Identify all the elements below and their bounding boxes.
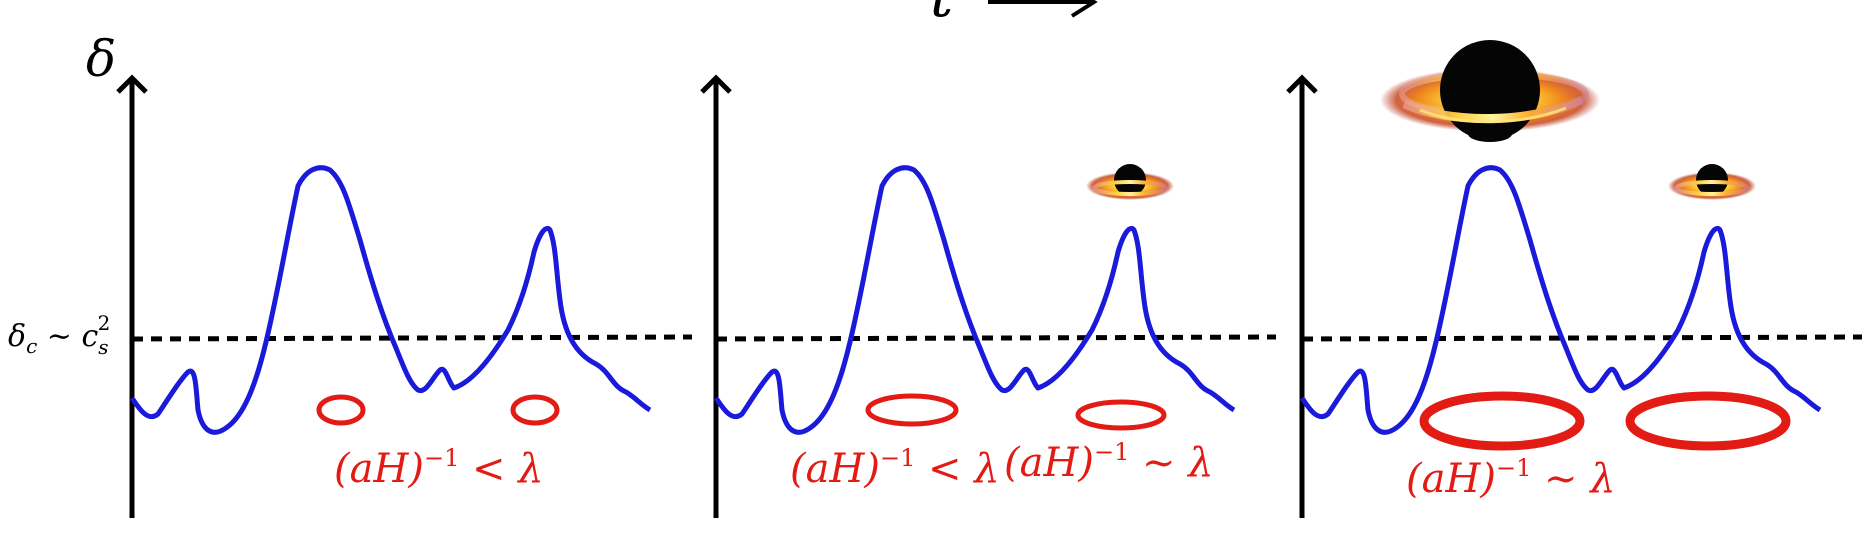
horizon-circle-large — [1625, 391, 1791, 451]
panel-3: (aH)−1 ∼ λ — [1286, 40, 1863, 518]
threshold-c-sup: 2 — [98, 311, 111, 335]
black-hole-icon — [1086, 164, 1174, 200]
threshold-delta-sub: c — [26, 334, 37, 358]
horizon-label: (aH)−1 ∼ λ — [1406, 454, 1616, 502]
panel-1: (aH)−1 < λ — [116, 74, 693, 518]
threshold-c: c — [81, 319, 98, 354]
density-curve — [129, 165, 652, 435]
threshold-delta: δ — [8, 319, 26, 354]
time-symbol: t — [930, 0, 954, 30]
horizon-label: (aH)−1 < λ — [790, 444, 1000, 492]
threshold-rel: ∼ — [37, 319, 81, 354]
black-hole-icon — [1668, 164, 1756, 200]
threshold-line — [715, 334, 1277, 342]
delta-axis-label: δ — [86, 30, 116, 88]
horizon-circle-medium — [1075, 399, 1167, 431]
horizon-label: (aH)−1 ∼ λ — [1004, 438, 1214, 486]
horizon-circle-large — [1419, 391, 1585, 451]
black-hole-icon — [1380, 40, 1600, 142]
density-curve — [713, 165, 1236, 435]
threshold-c-sub: s — [98, 335, 108, 359]
horizon-circle-small — [316, 394, 366, 426]
horizon-label: (aH)−1 < λ — [334, 444, 544, 492]
horizon-circle-medium — [865, 393, 959, 427]
delta-axis-arrow — [1286, 74, 1318, 94]
time-arrow-head — [1070, 0, 1098, 18]
svg-text:δc ∼ cs2: δc ∼ cs2 — [8, 311, 110, 359]
delta-axis-arrow — [700, 74, 732, 94]
delta-axis-arrow — [116, 74, 148, 94]
density-curve — [1299, 165, 1822, 435]
threshold-label: δc ∼ cs2 — [8, 311, 110, 359]
time-label: t — [930, 0, 1098, 30]
panel-2: (aH)−1 < λ (aH)−1 ∼ λ — [700, 74, 1277, 518]
horizon-circle-small — [510, 394, 560, 426]
threshold-line — [131, 334, 693, 342]
threshold-line — [1301, 334, 1863, 342]
